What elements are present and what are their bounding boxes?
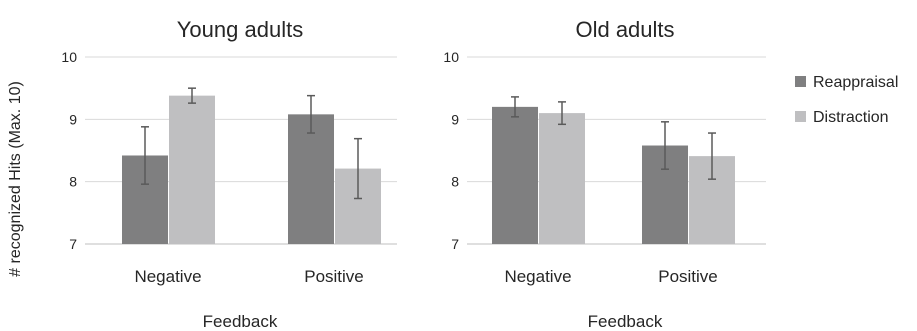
x-category-label: Positive [304, 267, 364, 286]
legend-swatch-reappraisal [795, 76, 806, 87]
legend: Reappraisal Distraction [795, 74, 898, 126]
y-tick-label: 10 [443, 49, 459, 65]
y-tick-label: 7 [451, 236, 459, 252]
y-tick-label: 9 [69, 111, 77, 127]
x-axis-title: Feedback [203, 312, 278, 331]
y-tick-label: 7 [69, 236, 77, 252]
y-tick-label: 10 [61, 49, 77, 65]
y-tick-label: 9 [451, 111, 459, 127]
y-tick-label: 8 [69, 174, 77, 190]
panel-title: Young adults [177, 17, 303, 42]
x-category-label: Negative [134, 267, 201, 286]
chart-panels: 7 8 9 10 Young adults Negative Positive Feedbac… [61, 17, 766, 331]
bar-reappraisal [492, 106, 538, 244]
panel-title: Old adults [575, 17, 674, 42]
legend-label-reappraisal: Reappraisal [813, 74, 898, 91]
legend-swatch-distraction [795, 111, 806, 122]
chart-panel: 7 8 9 10 Old adults Negative Positive Feedback [443, 17, 766, 331]
y-tick-label: 8 [451, 174, 459, 190]
y-axis-title: # recognized Hits (Max. 10) [7, 81, 24, 277]
x-axis-title: Feedback [588, 312, 663, 331]
bar-distraction [539, 113, 585, 244]
bar-reappraisal [288, 114, 334, 244]
x-category-label: Positive [658, 267, 718, 286]
legend-label-distraction: Distraction [813, 109, 889, 126]
chart-panel: 7 8 9 10 Young adults Negative Positive Feedbac… [61, 17, 397, 331]
bar-distraction [169, 95, 215, 244]
x-category-label: Negative [504, 267, 571, 286]
